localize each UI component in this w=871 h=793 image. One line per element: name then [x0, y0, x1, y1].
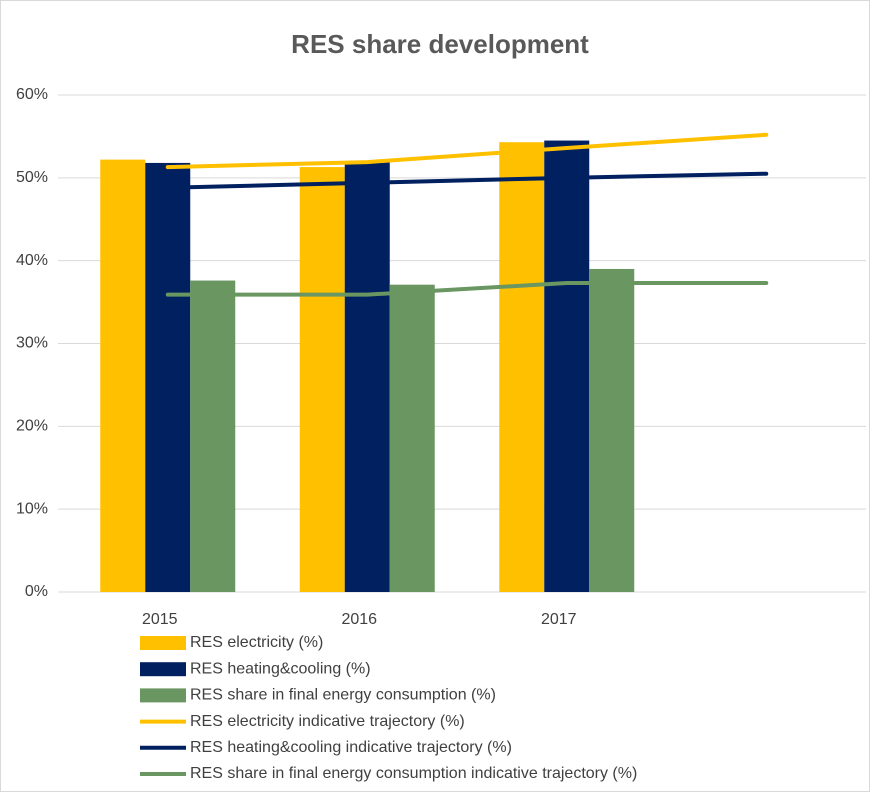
x-tick-label: 2017	[541, 611, 577, 628]
bar	[589, 268, 635, 592]
bar	[544, 140, 590, 592]
bar	[100, 159, 146, 593]
y-tick-label: 40%	[16, 252, 48, 269]
trajectory-line	[165, 171, 769, 190]
x-tick-label: 2016	[341, 611, 377, 628]
legend-label: RES electricity (%)	[190, 634, 323, 651]
bar	[145, 162, 191, 592]
trajectory-line	[165, 132, 769, 170]
chart-title: RES share development	[291, 29, 589, 59]
legend-swatch	[140, 662, 186, 677]
bar	[344, 162, 390, 592]
legend-swatch	[140, 688, 186, 703]
legend-label: RES electricity indicative trajectory (%…	[190, 713, 465, 730]
y-tick-label: 50%	[16, 169, 48, 186]
y-tick-label: 10%	[16, 500, 48, 517]
y-tick-label: 0%	[25, 583, 48, 600]
y-tick-label: 30%	[16, 335, 48, 352]
legend-swatch	[140, 636, 186, 650]
x-tick-label: 2015	[142, 611, 178, 628]
legend-label: RES heating&cooling indicative trajector…	[190, 739, 512, 756]
legend-label: RES share in final energy consumption in…	[190, 765, 637, 782]
bar	[389, 284, 435, 592]
trajectory-line	[165, 281, 769, 297]
bar	[299, 167, 345, 592]
bar	[190, 280, 236, 592]
legend-label: RES heating&cooling (%)	[190, 660, 371, 677]
y-tick-label: 20%	[16, 418, 48, 435]
bar	[499, 142, 545, 592]
y-tick-label: 60%	[16, 86, 48, 103]
legend-label: RES share in final energy consumption (%…	[190, 687, 496, 704]
